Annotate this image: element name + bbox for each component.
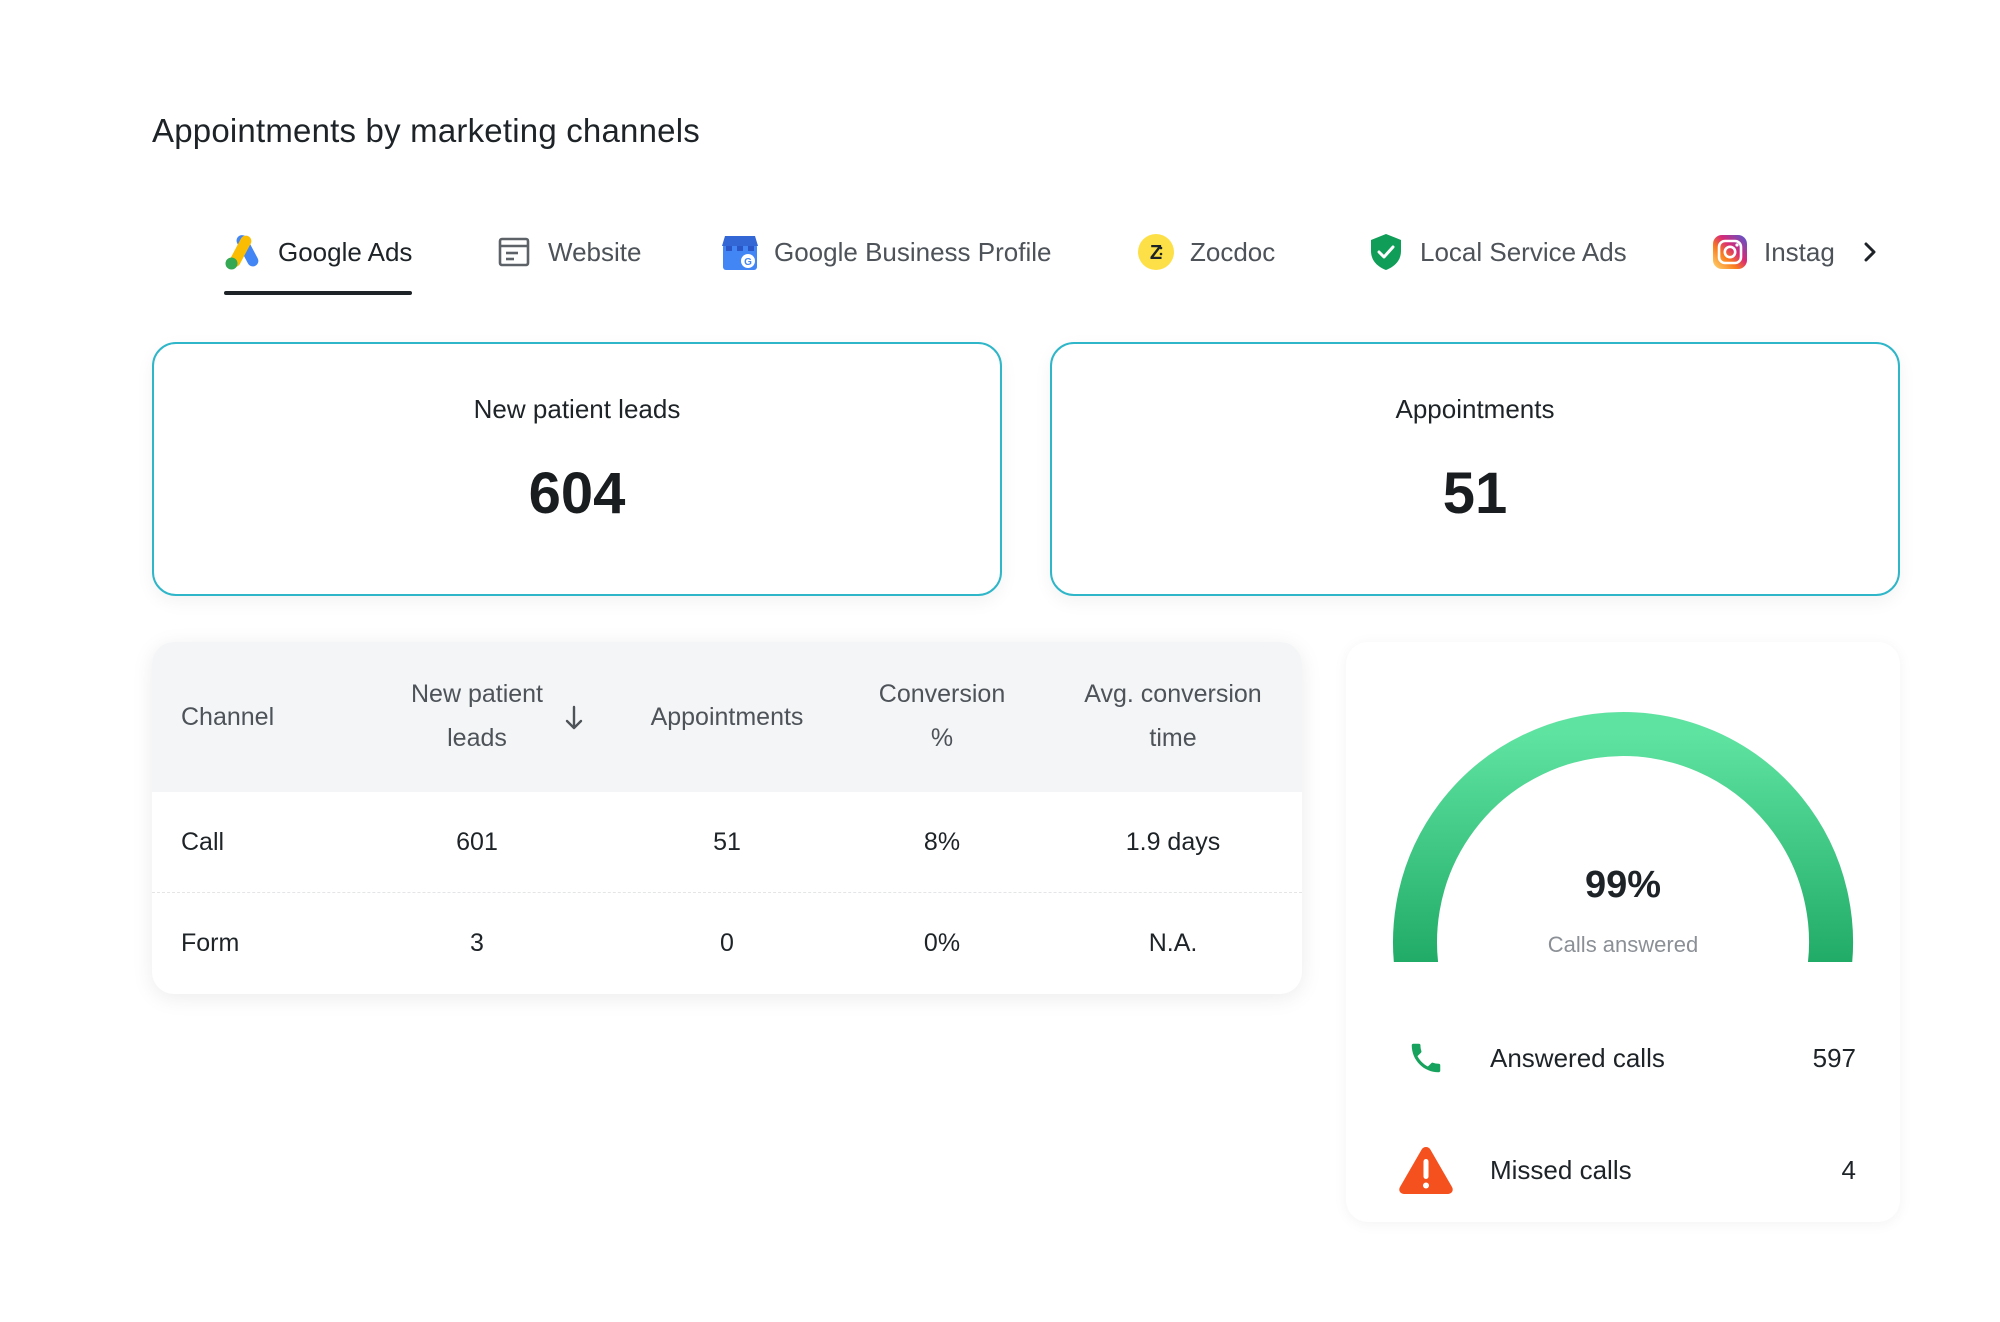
missed-calls-label: Missed calls xyxy=(1490,1155,1632,1185)
cell-appointments: 0 xyxy=(720,929,734,957)
tab-website[interactable]: Website xyxy=(494,226,641,278)
kpi-card-new-patient-leads: New patient leads 604 xyxy=(152,342,1002,596)
page-title: Appointments by marketing channels xyxy=(152,112,700,149)
cell-conversion: 0% xyxy=(923,929,961,957)
table-header: Channel New patient leads Appointments C… xyxy=(152,642,1302,792)
instagram-icon xyxy=(1710,232,1750,272)
channel-table: Channel New patient leads Appointments C… xyxy=(152,642,1302,994)
cell-appointments: 51 xyxy=(713,828,741,856)
tab-local-service-ads[interactable]: Local Service Ads xyxy=(1366,226,1627,278)
channel-tabs: Google Ads Website G Google xyxy=(224,226,1884,298)
gauge-fill xyxy=(1393,712,1854,962)
table-row: Form 3 0 0% N.A. xyxy=(152,893,1302,993)
cell-leads: 601 xyxy=(456,828,498,856)
header-line: % xyxy=(930,724,954,752)
warning-icon xyxy=(1396,1140,1456,1200)
tab-google-business-profile[interactable]: G Google Business Profile xyxy=(720,226,1051,278)
google-ads-icon xyxy=(224,232,264,272)
calls-answered-card: 99% Calls answered Answered calls 597 Mi… xyxy=(1346,642,1900,1222)
header-line: Avg. conversion xyxy=(1084,680,1262,708)
local-service-ads-icon xyxy=(1366,232,1406,272)
answered-calls-value: 597 xyxy=(1812,1043,1856,1073)
column-header-conversion[interactable]: Conversion % xyxy=(832,672,1052,760)
missed-calls-value: 4 xyxy=(1841,1155,1856,1185)
kpi-value: 51 xyxy=(1442,461,1508,526)
header-line: leads xyxy=(447,724,507,752)
header-line: time xyxy=(1149,724,1197,752)
cell-avg-time: 1.9 days xyxy=(1125,828,1221,856)
zocdoc-icon: Z xyxy=(1136,232,1176,272)
website-icon xyxy=(494,232,534,272)
phone-icon xyxy=(1396,1028,1456,1088)
tab-instagram[interactable]: Instag xyxy=(1710,226,1836,278)
answered-calls-row: Answered calls 597 xyxy=(1396,1028,1856,1088)
kpi-label: New patient leads xyxy=(473,394,681,424)
cell-channel: Call xyxy=(181,828,225,856)
header-line: Conversion xyxy=(878,680,1006,708)
chevron-right-icon[interactable] xyxy=(1850,232,1890,272)
cell-leads: 3 xyxy=(470,929,484,957)
kpi-value: 604 xyxy=(528,461,626,526)
kpi-card-appointments: Appointments 51 xyxy=(1050,342,1900,596)
active-tab-indicator xyxy=(224,291,413,295)
answered-calls-label: Answered calls xyxy=(1490,1043,1665,1073)
cell-channel: Form xyxy=(181,929,240,957)
tab-zocdoc[interactable]: Z Zocdoc xyxy=(1136,226,1275,278)
tab-label: Google Business Profile xyxy=(774,236,1052,267)
header-line: New patient xyxy=(410,680,544,708)
tab-label: Google Ads xyxy=(278,236,413,267)
svg-text:Z: Z xyxy=(1150,242,1162,264)
tab-label: Local Service Ads xyxy=(1420,236,1627,267)
tab-label: Website xyxy=(548,236,642,267)
cell-conversion: 8% xyxy=(923,828,961,856)
column-header-new-patient-leads[interactable]: New patient leads xyxy=(352,672,602,760)
column-header-channel[interactable]: Channel xyxy=(181,703,275,731)
cell-avg-time: N.A. xyxy=(1148,929,1198,957)
google-business-profile-icon: G xyxy=(720,232,760,272)
table-row: Call 601 51 8% 1.9 days xyxy=(152,792,1302,893)
svg-text:G: G xyxy=(744,257,752,268)
kpi-label: Appointments xyxy=(1395,394,1555,424)
sort-descending-icon[interactable] xyxy=(554,695,594,739)
gauge-percent: 99% xyxy=(1584,864,1662,906)
tab-label: Zocdoc xyxy=(1190,236,1276,267)
column-header-appointments[interactable]: Appointments xyxy=(650,703,804,731)
missed-calls-row: Missed calls 4 xyxy=(1396,1140,1856,1200)
tab-label: Instag xyxy=(1764,236,1835,267)
tab-google-ads[interactable]: Google Ads xyxy=(224,226,413,295)
column-header-avg-conversion-time[interactable]: Avg. conversion time xyxy=(1058,672,1288,760)
calls-gauge xyxy=(1393,711,1854,962)
gauge-subtitle: Calls answered xyxy=(1547,932,1699,957)
